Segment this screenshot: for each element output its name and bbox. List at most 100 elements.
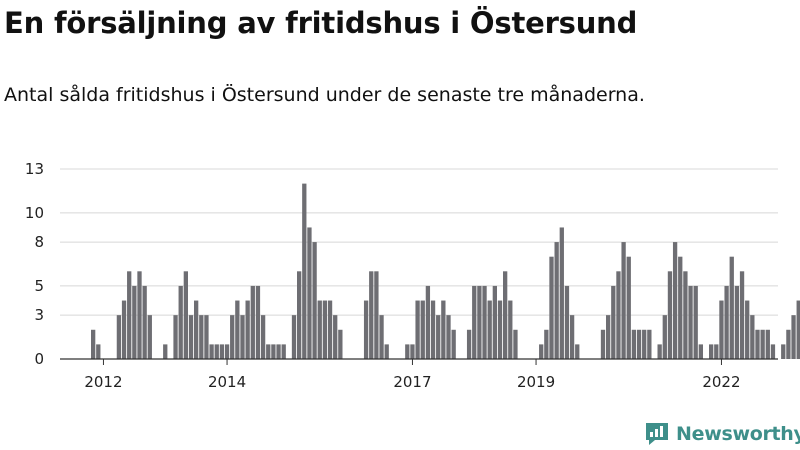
bar (281, 344, 286, 359)
brand-name: Newsworthy (676, 423, 800, 445)
bar (724, 285, 729, 359)
bar (322, 300, 328, 359)
bar (266, 344, 271, 359)
bar (142, 285, 147, 359)
bar (631, 329, 637, 359)
bar (709, 344, 714, 359)
bar (719, 300, 724, 359)
bar (188, 315, 194, 359)
bar (688, 285, 693, 359)
bar (734, 285, 740, 359)
bar (132, 285, 137, 359)
x-tick-label: 2017 (393, 373, 431, 391)
bar (466, 329, 472, 359)
bar (173, 315, 178, 359)
bar (739, 271, 745, 359)
bar (508, 300, 513, 359)
bar (127, 271, 132, 359)
bar (436, 315, 441, 359)
bar (564, 285, 570, 359)
bar (214, 344, 219, 359)
bar (796, 300, 800, 359)
bar (626, 256, 631, 359)
y-tick-label: 5 (34, 277, 44, 295)
bar (729, 256, 734, 359)
x-tick-label: 2019 (517, 373, 555, 391)
bar (363, 300, 369, 359)
bar (765, 329, 770, 359)
bar (420, 300, 425, 359)
bar (276, 344, 281, 359)
bar (600, 329, 606, 359)
x-tick-label: 2014 (208, 373, 246, 391)
bar (616, 271, 621, 359)
bar (379, 315, 384, 359)
newsworthy-logo-icon (646, 423, 668, 445)
x-tick-label: 2012 (84, 373, 122, 391)
bar (760, 329, 765, 359)
bar (219, 344, 225, 359)
bar (240, 315, 245, 359)
bar (683, 271, 688, 359)
bar (255, 285, 261, 359)
bar (755, 329, 760, 359)
bars (91, 183, 800, 359)
bar (302, 183, 307, 359)
bar (791, 315, 796, 359)
bar (503, 271, 508, 359)
bar (91, 329, 96, 359)
bar (611, 285, 616, 359)
y-tick-label: 10 (25, 204, 44, 222)
bar (487, 300, 492, 359)
bar (430, 300, 436, 359)
bar (137, 271, 142, 359)
chart-title: En försäljning av fritidshus i Östersund (4, 6, 638, 40)
bar (271, 344, 276, 359)
bar (245, 300, 250, 359)
bar (199, 315, 204, 359)
bar (163, 344, 168, 359)
bar (415, 300, 420, 359)
bar (714, 344, 719, 359)
bar (750, 315, 755, 359)
bar (554, 242, 559, 359)
bar (410, 344, 415, 359)
bar (693, 285, 698, 359)
bar (260, 315, 266, 359)
bar (786, 329, 791, 359)
bar (497, 300, 503, 359)
bar (544, 329, 549, 359)
bar (477, 285, 482, 359)
bar (338, 329, 343, 359)
bar (698, 344, 703, 359)
bar (451, 329, 456, 359)
bar (369, 271, 374, 359)
bar (539, 344, 544, 359)
bar (482, 285, 487, 359)
y-tick-label: 3 (34, 306, 44, 324)
bar (662, 315, 667, 359)
y-tick-label: 13 (25, 160, 44, 178)
bar (384, 344, 389, 359)
bar (678, 256, 683, 359)
bar (549, 256, 554, 359)
y-tick-label: 8 (34, 233, 44, 251)
bar (312, 242, 317, 359)
bar (559, 227, 564, 359)
bar (317, 300, 322, 359)
bar (425, 285, 431, 359)
bar (642, 329, 647, 359)
bar (291, 315, 297, 359)
bar (178, 285, 183, 359)
bar (230, 315, 235, 359)
bar (183, 271, 188, 359)
bar (250, 285, 255, 359)
bar (235, 300, 240, 359)
bar (405, 344, 410, 359)
bar (96, 344, 101, 359)
bar (647, 329, 652, 359)
bar (672, 242, 678, 359)
bar (636, 329, 642, 359)
bar (569, 315, 575, 359)
